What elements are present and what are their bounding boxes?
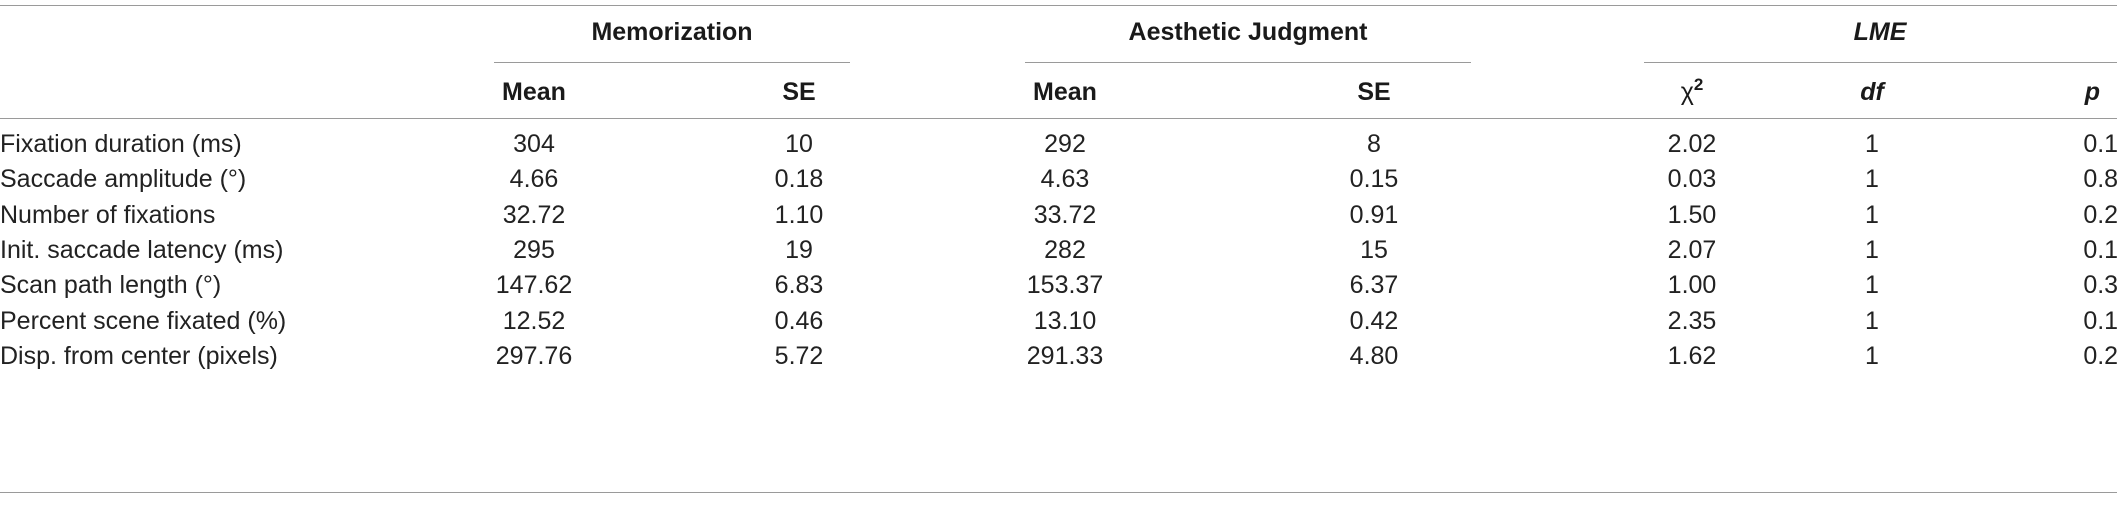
table-cell-chi-square: 2.02 xyxy=(1667,130,1717,158)
table-cell-aes-se: 6.37 xyxy=(1349,271,1399,299)
col-header-df: df xyxy=(1860,78,1884,106)
table-cell-chi-square: 0.03 xyxy=(1667,165,1717,193)
group-header-lme: LME xyxy=(1853,18,1907,46)
table-cell-mem-se: 5.72 xyxy=(774,342,824,370)
col-header-aes-se: SE xyxy=(1357,78,1391,106)
col-header-mem-mean: Mean xyxy=(502,78,566,106)
table-cell-aes-se: 0.42 xyxy=(1349,307,1399,335)
table-cell-p: 0.22 xyxy=(2083,201,2117,229)
table-cell-mem-mean: 295 xyxy=(513,236,555,264)
table-cell-aes-mean: 153.37 xyxy=(1026,271,1104,299)
table-cell-mem-mean: 147.62 xyxy=(495,271,573,299)
table-cell-mem-se: 19 xyxy=(785,236,813,264)
table-cell-mem-mean: 12.52 xyxy=(502,307,566,335)
table-cell-df: 1 xyxy=(1865,165,1879,193)
table-cell-df: 1 xyxy=(1865,201,1879,229)
table-cell-mem-se: 0.18 xyxy=(774,165,824,193)
table-cell-aes-mean: 291.33 xyxy=(1026,342,1104,370)
table-cell-label: Init. saccade latency (ms) xyxy=(0,236,284,264)
table-cell-chi-square: 2.07 xyxy=(1667,236,1717,264)
table-cell-df: 1 xyxy=(1865,271,1879,299)
table-cell-chi-square: 1.62 xyxy=(1667,342,1717,370)
table-cell-label: Saccade amplitude (°) xyxy=(0,165,247,193)
table-cell-label: Percent scene fixated (%) xyxy=(0,307,287,335)
table-cell-df: 1 xyxy=(1865,342,1879,370)
col-header-aes-mean: Mean xyxy=(1033,78,1097,106)
table-cell-mem-se: 1.10 xyxy=(774,201,824,229)
table-cell-p: 0.13 xyxy=(2083,307,2117,335)
table-cell-aes-mean: 4.63 xyxy=(1040,165,1090,193)
table-top-rule xyxy=(0,5,2117,6)
table-cell-aes-se: 0.91 xyxy=(1349,201,1399,229)
table-cell-p: 0.16 xyxy=(2083,130,2117,158)
table-cell-mem-mean: 32.72 xyxy=(502,201,566,229)
group-rule-memorization xyxy=(494,62,850,63)
table-cell-aes-se: 0.15 xyxy=(1349,165,1399,193)
chi-symbol: χ xyxy=(1680,78,1694,106)
table-cell-mem-mean: 297.76 xyxy=(495,342,573,370)
col-header-p: p xyxy=(2084,78,2100,106)
table-cell-aes-se: 8 xyxy=(1367,130,1381,158)
table-cell-aes-mean: 33.72 xyxy=(1033,201,1097,229)
col-header-chi-square: χ2 xyxy=(1680,75,1704,107)
chi-superscript: 2 xyxy=(1693,75,1704,94)
table-cell-label: Disp. from center (pixels) xyxy=(0,342,278,370)
col-header-mem-se: SE xyxy=(782,78,816,106)
table-cell-aes-mean: 282 xyxy=(1044,236,1086,264)
table-cell-p: 0.20 xyxy=(2083,342,2117,370)
table-cell-mem-mean: 304 xyxy=(513,130,555,158)
header-bottom-rule xyxy=(0,118,2117,119)
table-cell-mem-se: 6.83 xyxy=(774,271,824,299)
table-cell-label: Scan path length (°) xyxy=(0,271,222,299)
table-cell-mem-mean: 4.66 xyxy=(509,165,559,193)
table-cell-df: 1 xyxy=(1865,130,1879,158)
table-cell-aes-mean: 292 xyxy=(1044,130,1086,158)
table-cell-p: 0.15 xyxy=(2083,236,2117,264)
table-bottom-rule xyxy=(0,492,2117,493)
table-cell-label: Fixation duration (ms) xyxy=(0,130,242,158)
table-cell-chi-square: 1.00 xyxy=(1667,271,1717,299)
table-cell-aes-se: 4.80 xyxy=(1349,342,1399,370)
table-cell-label: Number of fixations xyxy=(0,201,216,229)
table-cell-df: 1 xyxy=(1865,236,1879,264)
table-cell-mem-se: 10 xyxy=(785,130,813,158)
group-rule-aesthetic-judgment xyxy=(1025,62,1471,63)
table-cell-df: 1 xyxy=(1865,307,1879,335)
table-cell-p: 0.86 xyxy=(2083,165,2117,193)
group-header-memorization: Memorization xyxy=(591,18,753,46)
table-cell-aes-mean: 13.10 xyxy=(1033,307,1097,335)
table-cell-mem-se: 0.46 xyxy=(774,307,824,335)
table-cell-chi-square: 2.35 xyxy=(1667,307,1717,335)
group-rule-lme xyxy=(1644,62,2117,63)
table-cell-p: 0.32 xyxy=(2083,271,2117,299)
group-header-aesthetic-judgment: Aesthetic Judgment xyxy=(1128,18,1368,46)
table-cell-aes-se: 15 xyxy=(1360,236,1388,264)
table-cell-chi-square: 1.50 xyxy=(1667,201,1717,229)
